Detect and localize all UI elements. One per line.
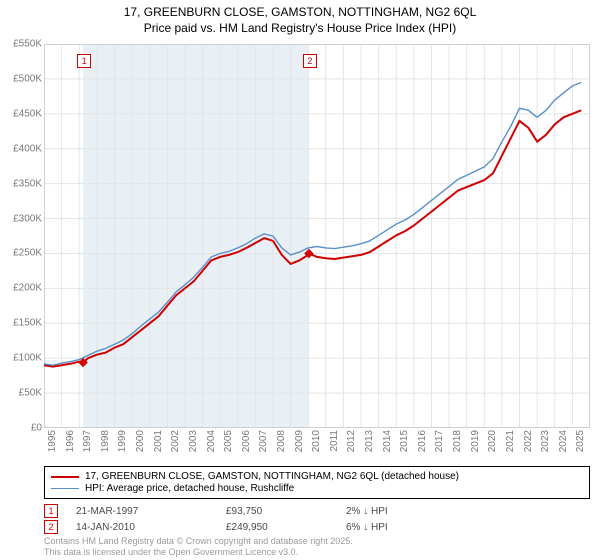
x-tick-label: 2017 — [434, 430, 445, 452]
y-tick-label: £500K — [13, 73, 42, 84]
sale-row: 1 21-MAR-1997£93,7502% ↓ HPI — [44, 504, 590, 518]
x-tick-label: 1996 — [65, 430, 76, 452]
x-tick-label: 2005 — [223, 430, 234, 452]
sale-price: £249,950 — [226, 522, 346, 533]
x-tick-label: 2002 — [170, 430, 181, 452]
x-tick-label: 2020 — [487, 430, 498, 452]
x-tick-label: 2022 — [523, 430, 534, 452]
footer-line-1: Contains HM Land Registry data © Crown c… — [44, 536, 353, 546]
figure: 17, GREENBURN CLOSE, GAMSTON, NOTTINGHAM… — [0, 0, 600, 560]
y-tick-label: £450K — [13, 108, 42, 119]
y-tick-label: £50K — [19, 388, 42, 399]
sale-row: 2 14-JAN-2010£249,9506% ↓ HPI — [44, 520, 590, 534]
x-tick-label: 2003 — [188, 430, 199, 452]
title-line-1: 17, GREENBURN CLOSE, GAMSTON, NOTTINGHAM… — [124, 5, 477, 19]
x-tick-label: 2021 — [505, 430, 516, 452]
x-tick-label: 2016 — [417, 430, 428, 452]
chart-svg — [44, 44, 590, 428]
sale-row-marker: 1 — [44, 504, 58, 518]
x-tick-label: 2007 — [258, 430, 269, 452]
footer-line-2: This data is licensed under the Open Gov… — [44, 547, 298, 557]
x-tick-label: 2012 — [346, 430, 357, 452]
sale-row-marker: 2 — [44, 520, 58, 534]
x-tick-label: 2010 — [311, 430, 322, 452]
y-tick-label: £200K — [13, 283, 42, 294]
y-tick-label: £0 — [31, 423, 42, 434]
sale-marker-box: 2 — [303, 54, 317, 68]
x-tick-label: 2025 — [575, 430, 586, 452]
chart-title: 17, GREENBURN CLOSE, GAMSTON, NOTTINGHAM… — [0, 0, 600, 36]
footer-attribution: Contains HM Land Registry data © Crown c… — [44, 536, 590, 559]
x-tick-label: 2019 — [470, 430, 481, 452]
legend: 17, GREENBURN CLOSE, GAMSTON, NOTTINGHAM… — [44, 466, 590, 499]
legend-row: HPI: Average price, detached house, Rush… — [51, 483, 583, 494]
x-tick-label: 2000 — [135, 430, 146, 452]
x-tick-label: 2014 — [382, 430, 393, 452]
x-tick-label: 1998 — [100, 430, 111, 452]
x-tick-label: 1995 — [47, 430, 58, 452]
x-tick-label: 2008 — [276, 430, 287, 452]
x-tick-label: 2006 — [241, 430, 252, 452]
y-tick-label: £550K — [13, 39, 42, 50]
x-tick-label: 2023 — [540, 430, 551, 452]
x-tick-label: 2011 — [329, 430, 340, 452]
legend-swatch — [51, 476, 79, 478]
x-tick-label: 2004 — [206, 430, 217, 452]
y-tick-label: £250K — [13, 248, 42, 259]
x-tick-label: 1999 — [117, 430, 128, 452]
plot-area — [44, 44, 590, 428]
legend-label: HPI: Average price, detached house, Rush… — [85, 483, 294, 494]
x-tick-label: 2013 — [364, 430, 375, 452]
sale-hpi-diff: 6% ↓ HPI — [346, 522, 466, 533]
y-tick-label: £350K — [13, 178, 42, 189]
x-tick-label: 1997 — [82, 430, 93, 452]
sale-date: 14-JAN-2010 — [76, 522, 226, 533]
x-tick-label: 2009 — [294, 430, 305, 452]
legend-row: 17, GREENBURN CLOSE, GAMSTON, NOTTINGHAM… — [51, 471, 583, 482]
y-tick-label: £100K — [13, 353, 42, 364]
y-tick-label: £150K — [13, 318, 42, 329]
sale-date: 21-MAR-1997 — [76, 506, 226, 517]
x-tick-label: 2015 — [399, 430, 410, 452]
sales-table: 1 21-MAR-1997£93,7502% ↓ HPI 2 14-JAN-2010£… — [44, 502, 590, 536]
x-tick-label: 2024 — [558, 430, 569, 452]
legend-label: 17, GREENBURN CLOSE, GAMSTON, NOTTINGHAM… — [85, 471, 459, 482]
x-tick-label: 2018 — [452, 430, 463, 452]
y-tick-label: £300K — [13, 213, 42, 224]
title-line-2: Price paid vs. HM Land Registry's House … — [144, 21, 456, 35]
sale-price: £93,750 — [226, 506, 346, 517]
sale-marker-box: 1 — [77, 54, 91, 68]
y-tick-label: £400K — [13, 143, 42, 154]
legend-swatch — [51, 488, 79, 489]
x-tick-label: 2001 — [153, 430, 164, 452]
sale-hpi-diff: 2% ↓ HPI — [346, 506, 466, 517]
